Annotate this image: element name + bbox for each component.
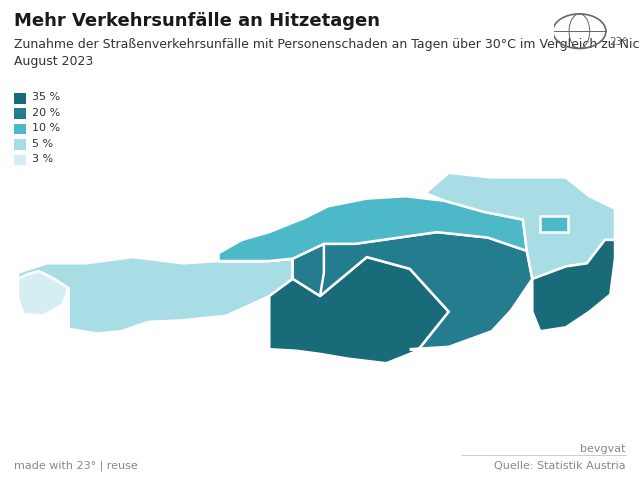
Text: Quelle: Statistik Austria: Quelle: Statistik Austria — [494, 461, 626, 471]
Polygon shape — [218, 196, 527, 261]
Text: Zunahme der Straßenverkehrsunfälle mit Personenschaden an Tagen über 30°C im Ver: Zunahme der Straßenverkehrsunfälle mit P… — [14, 38, 640, 68]
Polygon shape — [18, 257, 292, 334]
Text: 23°: 23° — [609, 37, 628, 47]
Text: 10 %: 10 % — [32, 123, 60, 133]
Polygon shape — [269, 257, 449, 363]
FancyBboxPatch shape — [14, 124, 26, 134]
Text: 3 %: 3 % — [32, 154, 53, 164]
Text: bevgvat: bevgvat — [580, 444, 626, 454]
Text: 5 %: 5 % — [32, 139, 53, 148]
FancyBboxPatch shape — [14, 108, 26, 119]
Polygon shape — [426, 173, 615, 279]
Text: Mehr Verkehrsunfälle an Hitzetagen: Mehr Verkehrsunfälle an Hitzetagen — [14, 12, 380, 30]
FancyBboxPatch shape — [14, 155, 26, 165]
Text: 20 %: 20 % — [32, 108, 60, 118]
FancyBboxPatch shape — [14, 93, 26, 104]
FancyBboxPatch shape — [14, 139, 26, 150]
Polygon shape — [218, 244, 367, 296]
Text: 35 %: 35 % — [32, 93, 60, 102]
Polygon shape — [540, 216, 568, 232]
Polygon shape — [532, 240, 615, 331]
Text: made with 23° | reuse: made with 23° | reuse — [14, 461, 138, 471]
Polygon shape — [320, 232, 532, 351]
Polygon shape — [18, 271, 68, 316]
